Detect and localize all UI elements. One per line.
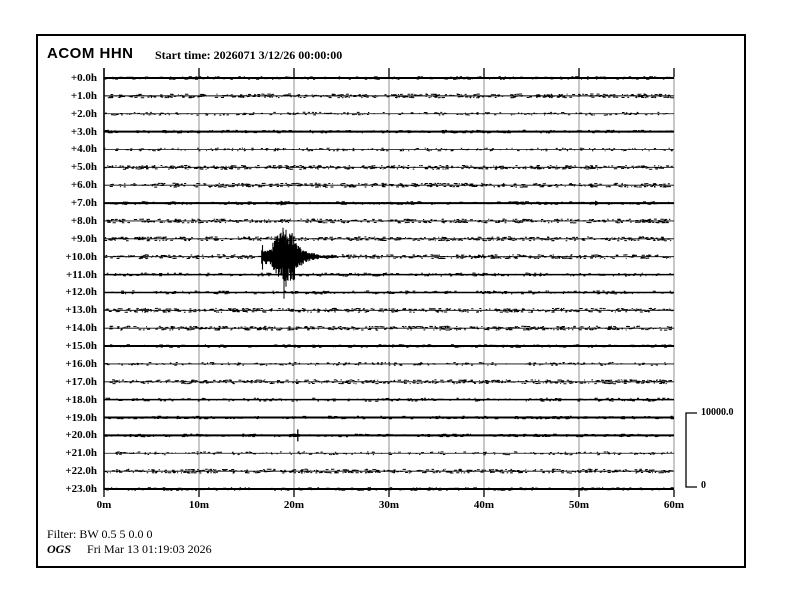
hour-label: +7.0h	[70, 197, 97, 210]
hour-label: +22.0h	[65, 465, 97, 478]
footer-credit: OGS Fri Mar 13 01:19:03 2026	[47, 542, 212, 557]
start-time-label: Start time: 2026071 3/12/26 00:00:00	[155, 48, 343, 62]
hour-label: +4.0h	[70, 143, 97, 156]
hour-label: +19.0h	[65, 411, 97, 424]
minute-tick-label: 50m	[568, 499, 590, 511]
hour-label: +21.0h	[65, 447, 97, 460]
hour-label: +5.0h	[70, 161, 97, 174]
filter-info: Filter: BW 0.5 5 0.0 0	[47, 527, 153, 541]
hour-label: +3.0h	[70, 125, 97, 138]
minute-tick-label: 10m	[188, 499, 210, 511]
hour-label: +8.0h	[70, 214, 97, 227]
hour-label: +6.0h	[70, 179, 97, 192]
plot-border	[36, 34, 746, 568]
minute-tick-label: 40m	[473, 499, 495, 511]
scale-max-label: 10000.0	[701, 407, 734, 418]
hour-label: +14.0h	[65, 322, 97, 335]
hour-label: +13.0h	[65, 304, 97, 317]
hour-label: +16.0h	[65, 357, 97, 370]
minute-tick-label: 20m	[283, 499, 305, 511]
scale-min-label: 0	[701, 480, 706, 491]
hour-label: +20.0h	[65, 429, 97, 442]
hour-label: +1.0h	[70, 89, 97, 102]
agency-logo-text: OGS	[47, 542, 72, 556]
station-title: ACOM HHN	[47, 45, 134, 62]
hour-label: +23.0h	[65, 483, 97, 495]
hour-label: +18.0h	[65, 393, 97, 406]
hour-label: +15.0h	[65, 340, 97, 353]
hour-label: +10.0h	[65, 250, 97, 263]
hour-label: +0.0h	[70, 72, 97, 84]
hour-label: +12.0h	[65, 286, 97, 299]
hour-label: +17.0h	[65, 375, 97, 388]
hour-label: +9.0h	[70, 232, 97, 245]
generated-timestamp: Fri Mar 13 01:19:03 2026	[87, 542, 212, 556]
hour-label: +11.0h	[65, 268, 97, 281]
minute-tick-label: 60m	[663, 499, 685, 511]
hour-label: +2.0h	[70, 107, 97, 120]
minute-tick-label: 0m	[96, 499, 112, 511]
minute-tick-label: 30m	[378, 499, 400, 511]
